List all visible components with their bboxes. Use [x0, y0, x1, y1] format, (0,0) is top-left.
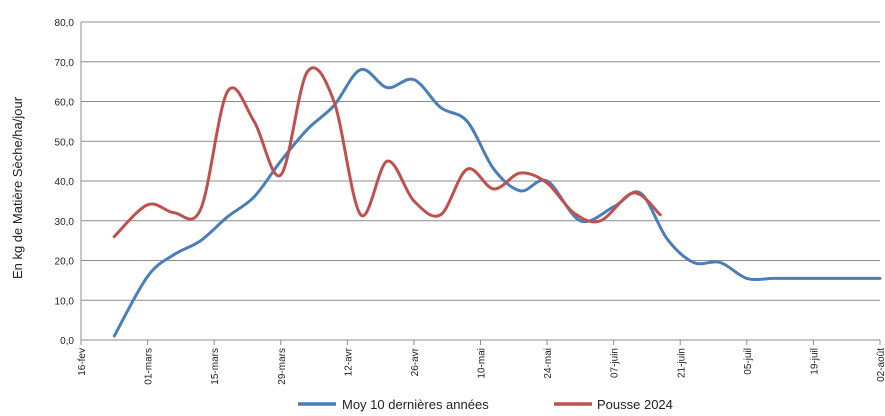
- legend-label-2: Pousse 2024: [597, 397, 673, 412]
- y-tick-label: 30,0: [55, 217, 75, 228]
- series-line-2: [112, 66, 662, 239]
- x-tick-label: 07-juin: [610, 348, 621, 378]
- y-tick-label: 0,0: [60, 336, 74, 347]
- axes: 0,0 10,0 20,0 30,0 40,0 50,0 60,0 70,0 80,0 16-fe…: [55, 18, 885, 385]
- y-tick-label: 20,0: [55, 257, 75, 268]
- grid-lines: [81, 21, 880, 301]
- y-axis-label: En kg de Matière Sèche/ha/jour: [10, 96, 25, 279]
- legend: Moy 10 dernières années Pousse 2024: [298, 397, 673, 412]
- x-tick-label: 19-juil: [809, 348, 820, 375]
- series-line-1: [112, 68, 882, 338]
- y-tick-label: 70,0: [55, 58, 75, 69]
- x-tick-label: 26-avr: [410, 347, 421, 376]
- x-tick-label: 02-août: [876, 348, 885, 382]
- x-tick-label: 16-fev: [77, 348, 88, 376]
- y-tick-label: 10,0: [55, 296, 75, 307]
- x-tick-label: 10-mai: [477, 348, 488, 379]
- y-tick-label: 50,0: [55, 137, 75, 148]
- legend-label-1: Moy 10 dernières années: [342, 397, 489, 412]
- x-tick-label: 01-mars: [144, 348, 155, 385]
- x-tick-label: 29-mars: [277, 348, 288, 385]
- series-lines: [112, 66, 882, 338]
- x-tick-label: 05-juil: [743, 348, 754, 375]
- x-tick-label: 24-mai: [543, 348, 554, 379]
- x-tick-label: 15-mars: [210, 348, 221, 385]
- x-tick-label: 21-juin: [676, 348, 687, 378]
- y-tick-label: 60,0: [55, 98, 75, 109]
- y-tick-label: 40,0: [55, 177, 75, 188]
- x-tick-label: 12-avr: [343, 347, 354, 376]
- y-tick-label: 80,0: [55, 18, 75, 29]
